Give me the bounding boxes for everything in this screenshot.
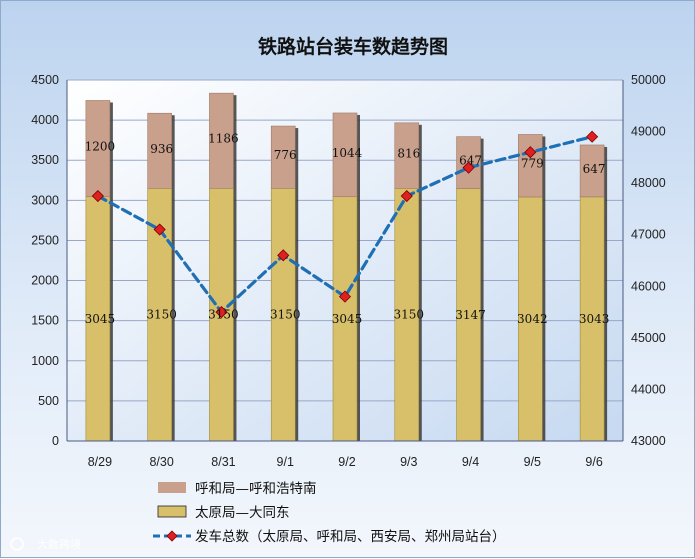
bar-taiyuan	[518, 196, 543, 442]
bar-huhe	[147, 112, 172, 189]
data-label-taiyuan: 3150	[394, 308, 425, 322]
y-left-tick-label: 4500	[31, 73, 59, 87]
legend-label-huhe: 呼和局—呼和浩特南	[195, 481, 317, 497]
x-tick-label: 8/31	[211, 455, 235, 469]
y-left-tick-label: 3500	[31, 153, 59, 167]
legend-swatch-huhe	[158, 482, 186, 493]
y-right-tick-label: 43000	[631, 434, 666, 448]
data-label-huhe: 647	[459, 154, 482, 168]
line-point	[338, 290, 352, 303]
y-right-tick-label: 50000	[631, 73, 666, 87]
data-label-taiyuan: 3150	[146, 308, 177, 322]
bar-huhe	[518, 134, 543, 198]
y-left-tick-label: 4000	[31, 113, 59, 127]
watermark-logo-icon	[10, 537, 24, 551]
x-tick-label: 9/2	[338, 455, 355, 469]
line-point	[277, 249, 290, 262]
data-label-huhe: 1200	[85, 140, 116, 154]
line-point	[524, 146, 537, 159]
data-label-taiyuan: 3045	[332, 312, 363, 326]
line-point	[462, 161, 475, 174]
data-label-huhe: 779	[521, 157, 544, 171]
legend-label-total: 发车总数（太原局、呼和局、西安局、郑州局站台）	[195, 528, 506, 545]
chart-title: 铁路站台装车数趋势图	[258, 35, 448, 58]
x-tick-label: 9/6	[585, 455, 602, 469]
data-label-huhe: 816	[397, 147, 420, 161]
y-left-tick-label: 500	[38, 394, 59, 408]
x-tick-label: 8/30	[149, 455, 173, 469]
bar-taiyuan	[456, 188, 481, 442]
data-label-taiyuan: 3147	[455, 308, 486, 322]
bar-huhe	[270, 125, 296, 189]
x-tick-label: 9/1	[277, 455, 294, 469]
data-label-taiyuan: 3045	[85, 312, 116, 326]
bar-huhe	[394, 122, 420, 189]
bar-huhe	[209, 92, 234, 189]
data-label-taiyuan: 3150	[208, 308, 239, 322]
y-left-tick-label: 0	[52, 434, 59, 448]
line-point	[91, 189, 104, 203]
data-label-huhe: 1044	[332, 146, 363, 160]
legend-marker-icon	[166, 530, 178, 542]
data-label-huhe: 936	[150, 142, 173, 156]
x-tick-label: 9/3	[400, 455, 417, 469]
data-label-taiyuan: 3043	[579, 312, 610, 326]
bar-huhe	[332, 112, 358, 198]
line-point	[400, 189, 413, 203]
y-right-tick-label: 45000	[631, 331, 666, 345]
line-point	[586, 130, 599, 143]
y-left-tick-label: 3000	[31, 193, 59, 207]
x-tick-label: 8/29	[88, 455, 112, 469]
y-left-tick-label: 1500	[31, 314, 59, 328]
data-label-huhe: 776	[274, 148, 297, 162]
bar-taiyuan	[332, 196, 358, 442]
data-label-taiyuan: 3042	[517, 312, 548, 326]
legend-label-taiyuan: 太原局—大同东	[195, 505, 290, 521]
bar-huhe	[579, 144, 605, 198]
y-right-tick-label: 47000	[631, 228, 666, 242]
data-label-taiyuan: 3150	[270, 308, 301, 322]
y-right-tick-label: 49000	[631, 125, 666, 139]
x-tick-label: 9/5	[524, 455, 541, 469]
watermark-text: 大数跨境	[37, 537, 81, 551]
y-left-tick-label: 2000	[31, 274, 59, 288]
bar-taiyuan	[394, 188, 420, 442]
legend-swatch-taiyuan	[157, 505, 187, 518]
x-tick-label: 9/4	[462, 455, 479, 469]
y-left-tick-label: 1000	[31, 354, 59, 368]
y-right-tick-label: 44000	[631, 382, 666, 396]
bar-taiyuan	[270, 188, 296, 442]
watermark: 大数跨境	[10, 537, 81, 551]
bar-taiyuan	[579, 196, 605, 442]
y-right-tick-label: 48000	[631, 176, 666, 190]
y-left-tick-label: 2500	[31, 233, 59, 247]
data-label-huhe: 647	[583, 162, 606, 176]
line-point	[215, 306, 228, 319]
line-point	[153, 223, 166, 236]
data-label-huhe: 1186	[208, 132, 239, 146]
y-right-tick-label: 46000	[631, 279, 666, 293]
